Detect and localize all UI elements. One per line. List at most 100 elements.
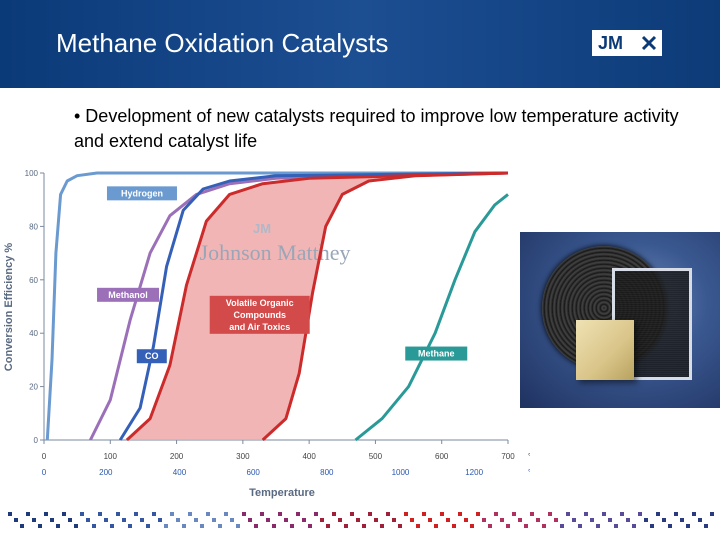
footer-square xyxy=(158,518,162,522)
y-tick-label: 0 xyxy=(34,436,39,445)
footer-square xyxy=(404,512,408,516)
footer-square xyxy=(92,524,96,528)
footer-square xyxy=(32,518,36,522)
footer-square xyxy=(596,524,600,528)
footer-square xyxy=(74,524,78,528)
footer-square xyxy=(602,512,606,516)
footer-square xyxy=(584,512,588,516)
footer-square xyxy=(470,524,474,528)
footer-square xyxy=(692,512,696,516)
series-label: Methanol xyxy=(108,290,148,300)
y-tick-label: 100 xyxy=(25,169,39,178)
footer-square xyxy=(242,512,246,516)
footer-square xyxy=(482,518,486,522)
footer-square xyxy=(422,512,426,516)
footer-square xyxy=(8,512,12,516)
x-tick-label-f: 1200 xyxy=(465,468,483,477)
footer-square xyxy=(710,512,714,516)
watermark-logo: JM xyxy=(253,221,271,236)
series-line-3 xyxy=(118,171,509,441)
footer-square xyxy=(428,518,432,522)
series-label-box xyxy=(136,349,167,364)
footer-square xyxy=(86,518,90,522)
footer-square xyxy=(164,524,168,528)
footer-square xyxy=(704,524,708,528)
footer-square xyxy=(68,518,72,522)
bullet-point: • Development of new catalysts required … xyxy=(74,106,679,151)
footer-square xyxy=(122,518,126,522)
catalyst-photo xyxy=(520,232,720,408)
footer-square xyxy=(464,518,468,522)
footer-square xyxy=(14,518,18,522)
series-label: Hydrogen xyxy=(121,188,163,198)
footer-square xyxy=(518,518,522,522)
x-tick-label-c: 600 xyxy=(435,452,449,461)
footer-square xyxy=(350,512,354,516)
footer-square xyxy=(266,518,270,522)
footer-square xyxy=(368,512,372,516)
footer-square xyxy=(608,518,612,522)
footer-square xyxy=(236,524,240,528)
footer-square xyxy=(410,518,414,522)
footer-square xyxy=(182,524,186,528)
footer-square xyxy=(188,512,192,516)
x-tick-label-f: 0 xyxy=(42,468,47,477)
footer-square xyxy=(206,512,210,516)
footer-square xyxy=(662,518,666,522)
x-tick-label-c: 500 xyxy=(369,452,383,461)
footer-square xyxy=(116,512,120,516)
footer-square xyxy=(392,518,396,522)
footer-square xyxy=(632,524,636,528)
x-tick-label-f: 600 xyxy=(247,468,261,477)
series-line-4 xyxy=(125,171,509,442)
voc-band xyxy=(126,173,509,440)
footer-square xyxy=(614,524,618,528)
y-tick-label: 40 xyxy=(29,329,38,338)
x-tick-label-f: 400 xyxy=(173,468,187,477)
footer-square xyxy=(542,524,546,528)
footer-square xyxy=(20,524,24,528)
x-unit-fahrenheit: °F xyxy=(528,468,530,477)
x-tick-label-c: 700 xyxy=(501,452,515,461)
footer-square xyxy=(416,524,420,528)
footer-square xyxy=(254,524,258,528)
series-label: Methane xyxy=(418,349,455,359)
footer-square xyxy=(320,518,324,522)
footer-square xyxy=(452,524,456,528)
series-label: Compounds xyxy=(233,310,286,320)
footer-square xyxy=(578,524,582,528)
series-line-6 xyxy=(354,193,509,442)
footer-square xyxy=(50,518,54,522)
footer-square xyxy=(80,512,84,516)
footer-square xyxy=(176,518,180,522)
series-line-1 xyxy=(45,171,508,441)
footer-square xyxy=(44,512,48,516)
crossed-hammers-icon xyxy=(641,35,657,51)
footer-square xyxy=(218,524,222,528)
x-tick-label-c: 100 xyxy=(104,452,118,461)
footer-square xyxy=(386,512,390,516)
series-label: CO xyxy=(145,351,159,361)
series-label: Volatile Organic xyxy=(226,298,294,308)
footer-square xyxy=(524,524,528,528)
catalyst-cube-image xyxy=(576,320,634,380)
footer-square xyxy=(344,524,348,528)
series-label-box xyxy=(209,295,310,334)
footer-square xyxy=(620,512,624,516)
y-tick-label: 80 xyxy=(29,222,38,231)
series-label-box xyxy=(97,287,160,302)
footer-square xyxy=(560,524,564,528)
x-tick-label-f: 200 xyxy=(99,468,113,477)
footer-square xyxy=(224,512,228,516)
footer-square xyxy=(590,518,594,522)
footer-square xyxy=(356,518,360,522)
x-tick-label-c: 300 xyxy=(236,452,250,461)
footer-square xyxy=(194,518,198,522)
footer-square xyxy=(398,524,402,528)
footer-square xyxy=(530,512,534,516)
footer-square xyxy=(134,512,138,516)
y-tick-label: 60 xyxy=(29,276,38,285)
footer-square xyxy=(212,518,216,522)
footer-square xyxy=(230,518,234,522)
